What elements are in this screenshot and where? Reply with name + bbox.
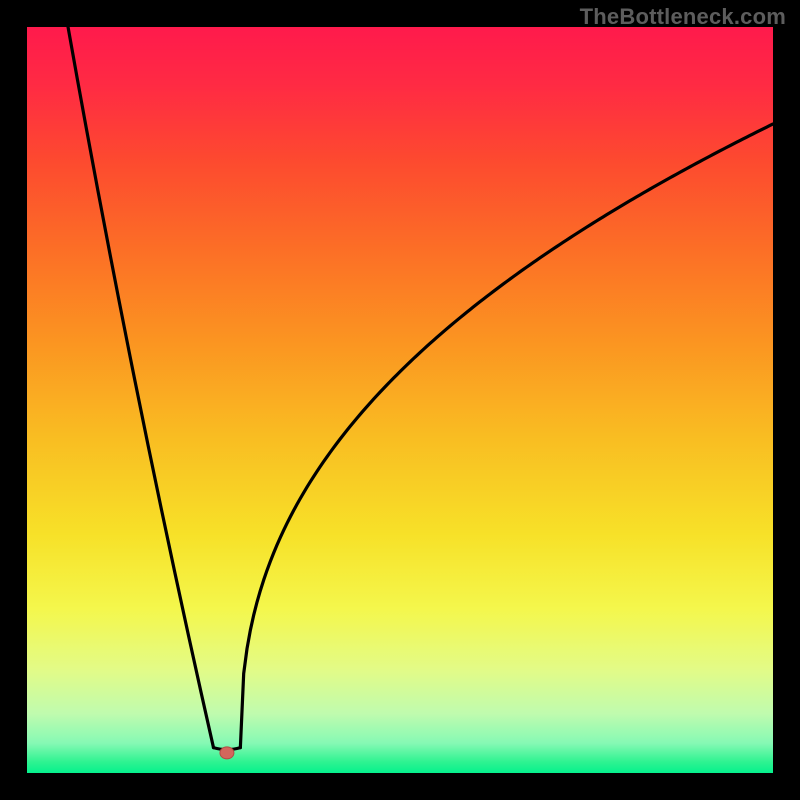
chart-container: TheBottleneck.com	[0, 0, 800, 800]
minimum-marker	[220, 747, 234, 759]
plot-area	[27, 27, 773, 773]
watermark-text: TheBottleneck.com	[580, 4, 786, 30]
plot-svg	[27, 27, 773, 773]
